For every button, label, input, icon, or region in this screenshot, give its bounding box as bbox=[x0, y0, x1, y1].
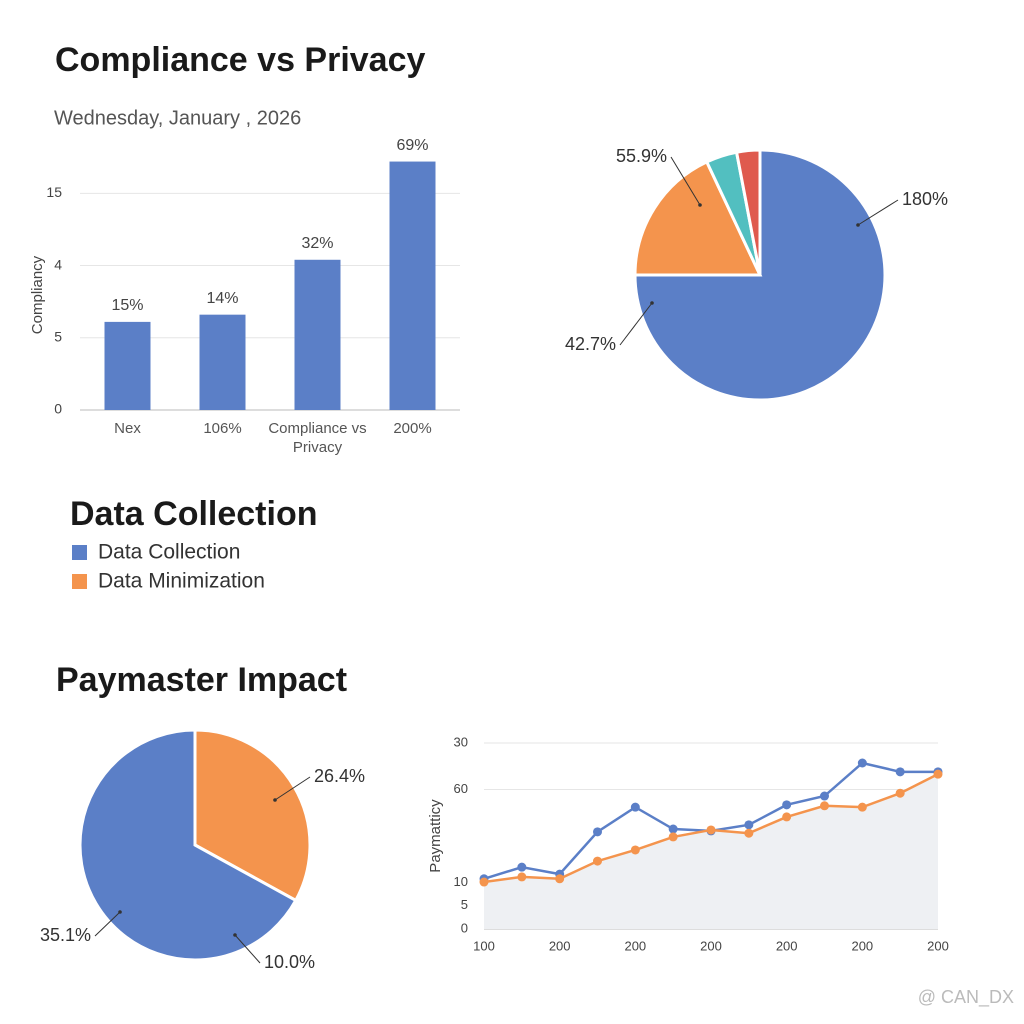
x-tick-label: 100 bbox=[473, 938, 495, 953]
point bbox=[517, 872, 527, 882]
point bbox=[706, 825, 716, 835]
area bbox=[484, 774, 938, 929]
y-axis-label: Compliancy bbox=[29, 255, 46, 334]
annotation-leader bbox=[274, 776, 311, 801]
point bbox=[630, 802, 640, 812]
x-tick-label: 106% bbox=[203, 420, 242, 437]
annotation: 26.4% bbox=[314, 766, 365, 786]
data-label: 14% bbox=[206, 290, 238, 307]
point bbox=[895, 767, 905, 777]
x-tick-label: 200% bbox=[393, 420, 432, 437]
annotation-dot bbox=[698, 203, 702, 207]
legend-swatch bbox=[72, 574, 87, 589]
y-axis-label: Paymatticy bbox=[427, 799, 444, 873]
annotation-leader bbox=[857, 199, 899, 226]
point bbox=[744, 828, 754, 838]
annotation-dot bbox=[233, 933, 237, 937]
pie-slice bbox=[193, 728, 312, 903]
annotation: 35.1% bbox=[40, 925, 91, 945]
pie-slice bbox=[78, 728, 298, 962]
point bbox=[933, 769, 943, 779]
point bbox=[857, 802, 867, 812]
point bbox=[630, 845, 640, 855]
point bbox=[782, 800, 792, 810]
y-tick-label: 15 bbox=[46, 184, 62, 200]
annotation-dot bbox=[273, 798, 277, 802]
y-tick-label: 10 bbox=[454, 874, 468, 889]
legend-label: Data Minimization bbox=[98, 570, 265, 593]
point bbox=[744, 820, 754, 830]
x-tick-label: Nex bbox=[114, 420, 141, 437]
page-title: Compliance vs Privacy bbox=[55, 41, 426, 79]
annotation: 42.7% bbox=[565, 334, 616, 354]
data-label: 15% bbox=[111, 297, 143, 314]
point bbox=[555, 874, 565, 884]
annotation: 180% bbox=[902, 189, 948, 209]
annotation-leader bbox=[94, 911, 121, 937]
point bbox=[895, 788, 905, 798]
pie-slice bbox=[734, 148, 762, 276]
x-tick-label: 200 bbox=[776, 938, 798, 953]
annotation: 55.9% bbox=[616, 146, 667, 166]
point bbox=[593, 856, 602, 866]
date: Wednesday, January , 2026 bbox=[54, 107, 301, 129]
watermark: @ CAN_DX bbox=[918, 987, 1014, 1008]
annotation-leader bbox=[670, 156, 701, 206]
annotation-leader bbox=[234, 934, 261, 964]
point bbox=[857, 758, 867, 768]
annotation-leader bbox=[619, 302, 653, 346]
x-tick-label: Compliance vs Privacy bbox=[268, 420, 367, 456]
point bbox=[820, 801, 829, 811]
legend-swatch bbox=[72, 545, 87, 560]
section-title: Paymaster Impact bbox=[56, 661, 347, 699]
point bbox=[593, 827, 602, 837]
y-tick-label: 60 bbox=[454, 781, 468, 796]
x-tick-label: 200 bbox=[624, 938, 646, 953]
annotation-dot bbox=[650, 301, 654, 305]
point bbox=[517, 862, 527, 872]
point bbox=[668, 832, 678, 842]
pie-slice bbox=[633, 148, 887, 402]
annotation-dot bbox=[856, 223, 860, 227]
y-tick-label: 0 bbox=[461, 920, 468, 935]
x-tick-label: 200 bbox=[700, 938, 722, 953]
y-tick-label: 5 bbox=[54, 328, 62, 344]
pie-slice bbox=[633, 159, 763, 277]
annotation: 10.0% bbox=[264, 952, 315, 972]
y-tick-label: 0 bbox=[54, 401, 62, 417]
bar bbox=[389, 161, 436, 410]
x-tick-label: 200 bbox=[927, 938, 949, 953]
bar bbox=[199, 314, 246, 410]
bar bbox=[294, 259, 341, 410]
data-label: 32% bbox=[301, 235, 333, 252]
point bbox=[820, 791, 829, 801]
legend-label: Data Collection bbox=[98, 541, 240, 564]
bar bbox=[104, 321, 151, 410]
y-tick-label: 5 bbox=[461, 897, 468, 912]
legend-title: Data Collection bbox=[70, 495, 317, 533]
data-label: 69% bbox=[396, 137, 428, 154]
point bbox=[668, 824, 678, 834]
x-tick-label: 200 bbox=[851, 938, 873, 953]
point bbox=[479, 877, 489, 887]
point bbox=[782, 812, 792, 822]
y-tick-label: 30 bbox=[454, 734, 468, 749]
y-tick-label: 4 bbox=[54, 256, 62, 272]
x-tick-label: 200 bbox=[549, 938, 571, 953]
annotation-dot bbox=[118, 910, 122, 914]
